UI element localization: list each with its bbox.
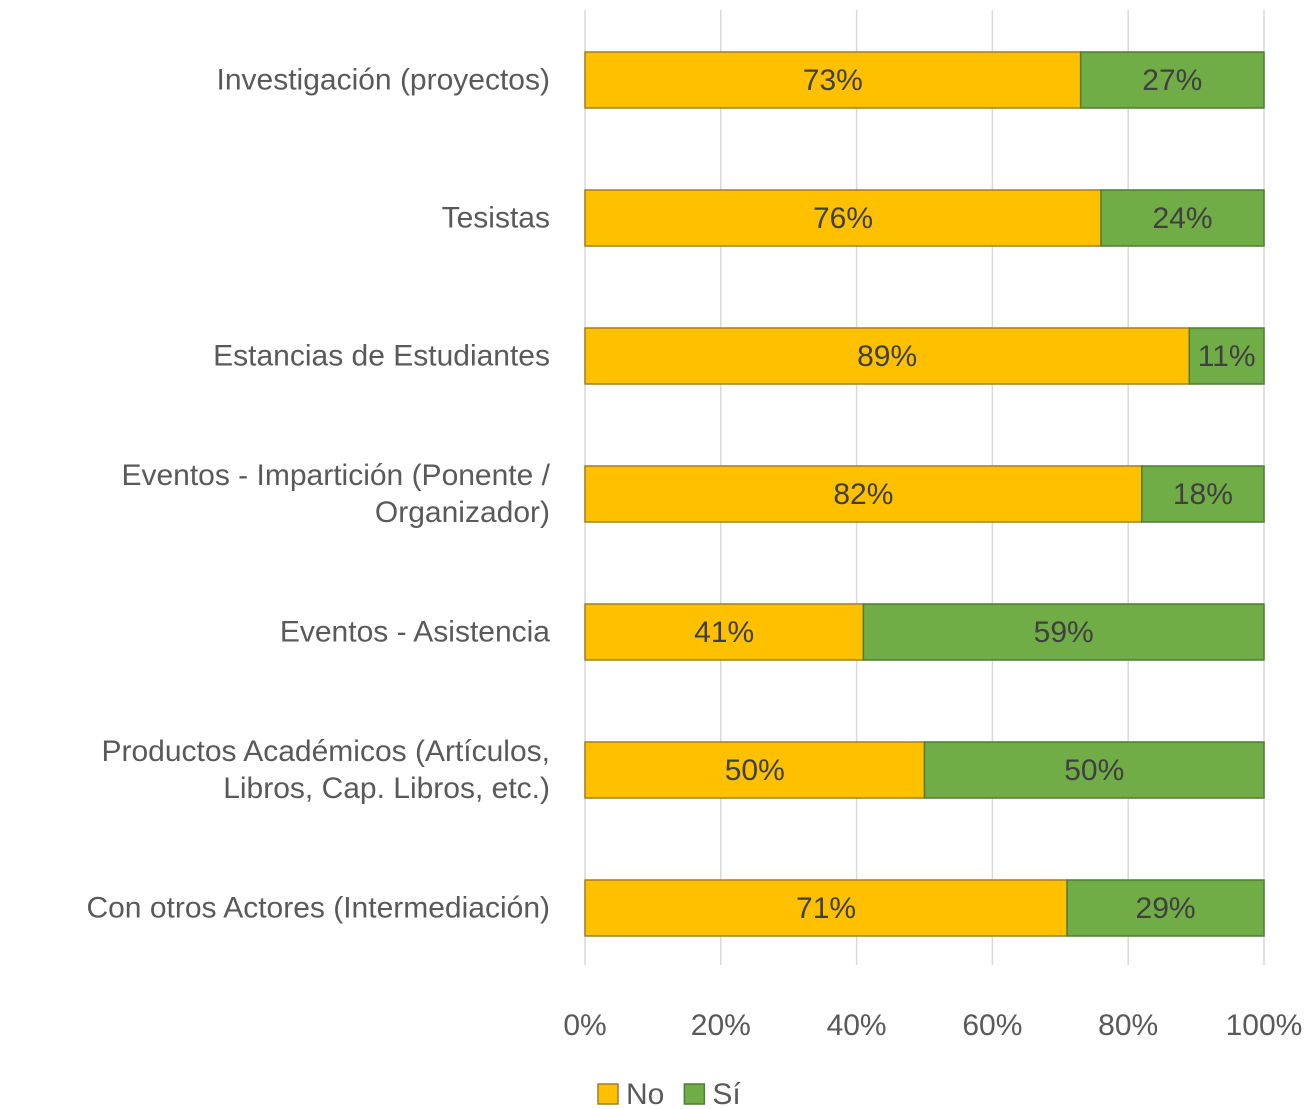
data-label: 50% — [725, 754, 785, 787]
data-label: 41% — [694, 616, 754, 649]
data-label: 27% — [1142, 64, 1202, 97]
legend-swatch — [597, 1083, 619, 1105]
bar — [1100, 189, 1265, 247]
bar — [1079, 51, 1265, 109]
data-label: 82% — [833, 478, 893, 511]
bar — [1066, 879, 1265, 937]
bar — [584, 741, 926, 799]
x-tick-label: 0% — [563, 1009, 606, 1042]
y-tick-label: Productos Académicos (Artículos, Libros,… — [101, 735, 550, 805]
data-label: 24% — [1152, 202, 1212, 235]
y-tick-label: Estancias de Estudiantes — [213, 339, 550, 373]
bar — [584, 465, 1143, 523]
y-tick-label: Tesistas — [441, 201, 550, 235]
x-tick-label: 80% — [1098, 1009, 1158, 1042]
legend-label: Sí — [712, 1078, 741, 1109]
y-tick-label: Eventos - Asistencia — [279, 615, 550, 649]
bar — [862, 603, 1265, 661]
data-label: 18% — [1173, 478, 1233, 511]
x-tick-label: 60% — [962, 1009, 1022, 1042]
bar — [584, 327, 1191, 385]
data-label: 71% — [796, 892, 856, 925]
legend-swatch — [683, 1083, 706, 1105]
y-tick-label: Eventos - Impartición (Ponente / Organiz… — [121, 459, 550, 529]
bar — [1141, 465, 1265, 523]
bar — [584, 51, 1082, 109]
data-label: 89% — [857, 340, 917, 373]
bar — [584, 603, 865, 661]
data-label: 29% — [1136, 892, 1196, 925]
x-tick-label: 20% — [691, 1009, 751, 1042]
bar — [584, 879, 1068, 937]
bar — [923, 741, 1265, 799]
x-tick-label: 40% — [827, 1009, 887, 1042]
x-tick-label: 100% — [1226, 1009, 1303, 1042]
data-label: 50% — [1064, 754, 1124, 787]
bar — [1188, 327, 1265, 385]
y-tick-label: Investigación (proyectos) — [216, 63, 551, 97]
y-tick-label: Con otros Actores (Intermediación) — [86, 891, 550, 925]
data-label: 11% — [1198, 340, 1256, 373]
data-label: 73% — [803, 64, 863, 97]
data-label: 59% — [1034, 616, 1094, 649]
data-label: 76% — [813, 202, 873, 235]
legend-label: No — [626, 1078, 664, 1109]
